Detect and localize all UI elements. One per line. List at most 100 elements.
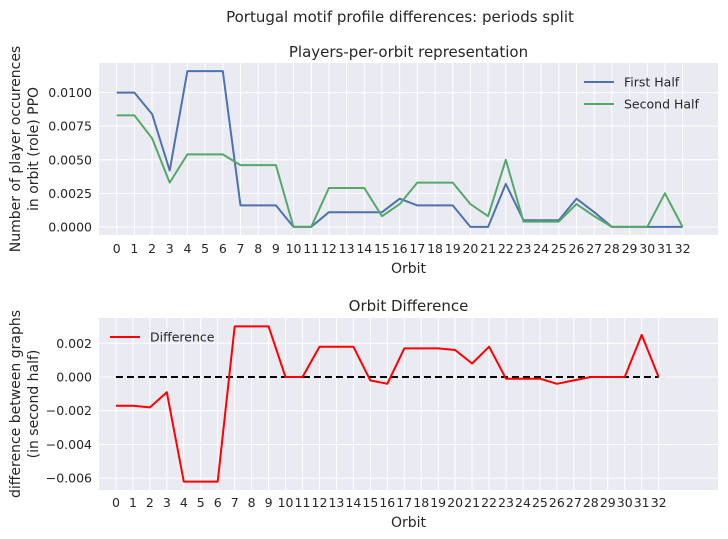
x-tick-label: 29 xyxy=(622,241,638,256)
x-tick-label: 14 xyxy=(345,495,361,510)
y-axis-label-top-line1: Number of player occurences xyxy=(8,46,24,252)
x-tick-label: 6 xyxy=(219,241,227,256)
x-tick-label: 5 xyxy=(201,241,209,256)
x-axis-label-bottom: Orbit xyxy=(391,515,427,531)
x-tick-label: 24 xyxy=(533,241,549,256)
y-tick-label: 0.0025 xyxy=(48,186,92,201)
x-tick-label: 29 xyxy=(600,495,616,510)
chart-top-players-per-orbit: 0 1 2 3 4 5 6 7 8 9 10 11 12 13 14 15 16 17 18 19 20 21 22 23 24… xyxy=(8,43,718,277)
x-tick-label: 17 xyxy=(409,241,425,256)
x-tick-label: 25 xyxy=(532,495,548,510)
plot-area-bottom xyxy=(99,318,718,490)
y-tick-labels-top: 0.0000 0.0025 0.0050 0.0075 0.0100 xyxy=(48,85,92,234)
y-tick-label: 0.0100 xyxy=(48,85,92,100)
x-tick-label: 19 xyxy=(445,241,461,256)
x-tick-label: 3 xyxy=(163,495,171,510)
x-tick-label: 22 xyxy=(498,241,514,256)
figure-suptitle: Portugal motif profile differences: peri… xyxy=(226,8,574,26)
chart-title-bottom: Orbit Difference xyxy=(349,297,469,315)
x-tick-label: 26 xyxy=(549,495,565,510)
x-tick-label: 3 xyxy=(166,241,174,256)
y-tick-label: 0.0050 xyxy=(48,152,92,167)
y-axis-label-top-line2: in orbit (role) PPO xyxy=(26,87,42,211)
x-tick-label: 21 xyxy=(480,241,496,256)
x-tick-label: 7 xyxy=(237,241,245,256)
x-tick-label: 13 xyxy=(339,241,355,256)
x-tick-label: 11 xyxy=(295,495,311,510)
legend-label: Second Half xyxy=(624,97,700,112)
x-tick-label: 23 xyxy=(498,495,514,510)
x-tick-label: 10 xyxy=(278,495,294,510)
y-axis-label-bottom-line2: (in second half) xyxy=(26,350,42,459)
x-tick-labels-top: 0 1 2 3 4 5 6 7 8 9 10 11 12 13 14 15 16 17 18 19 20 21 22 23 24… xyxy=(113,241,691,256)
x-tick-label: 27 xyxy=(566,495,582,510)
y-tick-label: 0.0000 xyxy=(48,219,92,234)
x-tick-labels-bottom: 0 1 2 3 4 5 6 7 8 9 10 11 12 13 14 15 16 17 18 19 20 21 22 23 24… xyxy=(112,495,667,510)
x-tick-label: 0 xyxy=(113,241,121,256)
y-tick-label: 0.000 xyxy=(56,370,92,385)
x-tick-label: 7 xyxy=(231,495,239,510)
series-lines-bottom xyxy=(115,325,660,483)
x-tick-label: 11 xyxy=(303,241,319,256)
x-tick-label: 22 xyxy=(481,495,497,510)
legend-top: First Half Second Half xyxy=(584,75,700,112)
series-line-first-half xyxy=(116,70,683,228)
x-tick-label: 12 xyxy=(321,241,337,256)
y-tick-labels-bottom: −0.006 −0.004 −0.002 0.000 0.002 xyxy=(46,336,92,486)
x-tick-label: 0 xyxy=(112,495,120,510)
x-tick-label: 15 xyxy=(374,241,390,256)
y-axis-label-bottom-line1: difference between graphs xyxy=(8,310,24,498)
x-tick-label: 18 xyxy=(427,241,443,256)
x-tick-label: 5 xyxy=(197,495,205,510)
x-tick-label: 8 xyxy=(248,495,256,510)
chart-title-top: Players-per-orbit representation xyxy=(289,43,528,61)
x-tick-label: 10 xyxy=(286,241,302,256)
x-tick-label: 9 xyxy=(272,241,280,256)
y-tick-label: −0.006 xyxy=(46,471,92,486)
x-tick-label: 27 xyxy=(586,241,602,256)
x-tick-label: 4 xyxy=(180,495,188,510)
x-tick-label: 2 xyxy=(146,495,154,510)
x-tick-label: 4 xyxy=(183,241,191,256)
x-tick-label: 18 xyxy=(413,495,429,510)
y-tick-label: 0.002 xyxy=(56,336,92,351)
y-tick-label: 0.0075 xyxy=(48,119,92,134)
x-tick-label: 14 xyxy=(356,241,372,256)
series-line-second-half xyxy=(116,114,684,228)
x-tick-label: 1 xyxy=(129,495,137,510)
x-tick-label: 15 xyxy=(362,495,378,510)
x-tick-label: 32 xyxy=(651,495,667,510)
x-tick-label: 31 xyxy=(634,495,650,510)
x-tick-label: 9 xyxy=(265,495,273,510)
x-axis-label-top: Orbit xyxy=(391,261,427,277)
x-tick-label: 6 xyxy=(214,495,222,510)
x-tick-label: 12 xyxy=(312,495,328,510)
x-tick-label: 25 xyxy=(551,241,567,256)
x-tick-label: 26 xyxy=(569,241,585,256)
x-tick-label: 21 xyxy=(464,495,480,510)
x-tick-label: 16 xyxy=(379,495,395,510)
x-tick-label: 13 xyxy=(328,495,344,510)
series-lines-top xyxy=(116,70,684,228)
x-tick-label: 24 xyxy=(515,495,531,510)
x-tick-label: 19 xyxy=(430,495,446,510)
x-tick-label: 16 xyxy=(392,241,408,256)
x-tick-label: 20 xyxy=(447,495,463,510)
legend-bottom: Difference xyxy=(110,330,215,345)
x-tick-label: 28 xyxy=(583,495,599,510)
x-tick-label: 1 xyxy=(130,241,138,256)
y-tick-label: −0.002 xyxy=(46,403,92,418)
x-tick-label: 8 xyxy=(254,241,262,256)
x-tick-label: 2 xyxy=(148,241,156,256)
legend-label: First Half xyxy=(624,75,680,90)
x-tick-label: 17 xyxy=(396,495,412,510)
chart-bottom-orbit-difference: 0 1 2 3 4 5 6 7 8 9 10 11 12 13 14 15 16 17 18 19 20 21 22 23 24… xyxy=(8,297,718,531)
series-line-difference xyxy=(116,325,660,483)
x-tick-label: 31 xyxy=(657,241,673,256)
x-tick-label: 23 xyxy=(516,241,532,256)
legend-label: Difference xyxy=(150,330,215,345)
x-tick-label: 30 xyxy=(617,495,633,510)
y-tick-label: −0.004 xyxy=(46,437,92,452)
x-tick-label: 20 xyxy=(462,241,478,256)
